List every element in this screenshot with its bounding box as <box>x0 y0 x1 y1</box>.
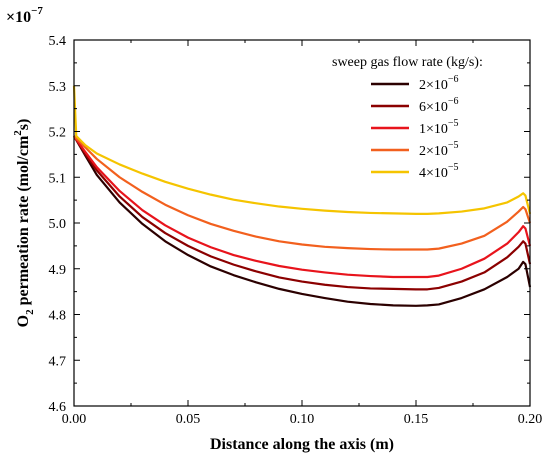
legend-label-base: 1×10 <box>419 122 448 137</box>
y-axis-title-post: s) <box>15 119 32 131</box>
y-tick-label: 4.8 <box>49 309 67 324</box>
legend-label-exp: −6 <box>448 96 459 107</box>
y-tick-label: 5.4 <box>49 34 67 49</box>
legend-label-base: 2×10 <box>419 144 448 159</box>
y-tick-label: 5.0 <box>49 217 67 232</box>
x-tick-label: 0.15 <box>404 412 429 427</box>
y-axis-title-mid: permeation rate (mol/cm <box>15 135 32 309</box>
legend-label: 2×10−6 <box>419 74 459 93</box>
y-multiplier-base: ×10 <box>6 9 31 26</box>
legend-label-exp: −5 <box>448 118 459 129</box>
y-tick-label: 5.2 <box>49 126 67 141</box>
y-tick-label: 4.9 <box>49 263 67 278</box>
legend-label-base: 2×10 <box>419 78 448 93</box>
x-axis-title: Distance along the axis (m) <box>210 436 394 453</box>
svg-text:×10−7: ×10−7 <box>6 5 43 26</box>
legend: sweep gas flow rate (kg/s): 2×10−66×10−6… <box>332 55 483 181</box>
series-line-4 <box>73 135 532 251</box>
series-line-2 <box>73 135 532 291</box>
legend-label: 4×10−5 <box>419 162 459 181</box>
legend-label: 2×10−5 <box>419 140 459 159</box>
legend-label: 1×10−5 <box>419 118 459 137</box>
legend-label: 6×10−6 <box>419 96 459 115</box>
x-tick-label: 0.05 <box>176 412 201 427</box>
legend-label-exp: −6 <box>448 74 459 85</box>
legend-label-base: 4×10 <box>419 166 448 181</box>
y-axis-title: O2 permeation rate (mol/cm2s) <box>12 119 36 328</box>
series-line-5 <box>72 85 532 215</box>
y-axis: 4.6 4.7 4.8 4.9 5.0 5.1 5.2 5.3 5.4 <box>49 34 530 415</box>
y-multiplier-exp: −7 <box>31 5 43 17</box>
y-axis-title-sub: 2 <box>24 309 36 315</box>
legend-label-base: 6×10 <box>419 100 448 115</box>
plot-lines <box>72 85 532 307</box>
y-tick-label: 5.1 <box>49 171 67 186</box>
series-line-3 <box>73 135 532 279</box>
y-axis-title-sup: 2 <box>12 130 24 136</box>
y-multiplier: ×10−7 <box>6 5 43 26</box>
y-axis-title-pre: O <box>15 315 32 327</box>
x-axis: 0.00 0.05 0.10 0.15 0.20 <box>62 40 543 427</box>
legend-title: sweep gas flow rate (kg/s): <box>332 55 483 70</box>
series-line-1 <box>73 135 532 307</box>
x-tick-label: 0.20 <box>518 412 543 427</box>
y-tick-label: 5.3 <box>49 80 67 95</box>
y-tick-label: 4.6 <box>49 400 67 415</box>
x-tick-label: 0.00 <box>62 412 87 427</box>
x-tick-label: 0.10 <box>290 412 315 427</box>
y-tick-label: 4.7 <box>49 354 67 369</box>
legend-label-exp: −5 <box>448 162 459 173</box>
legend-label-exp: −5 <box>448 140 459 151</box>
